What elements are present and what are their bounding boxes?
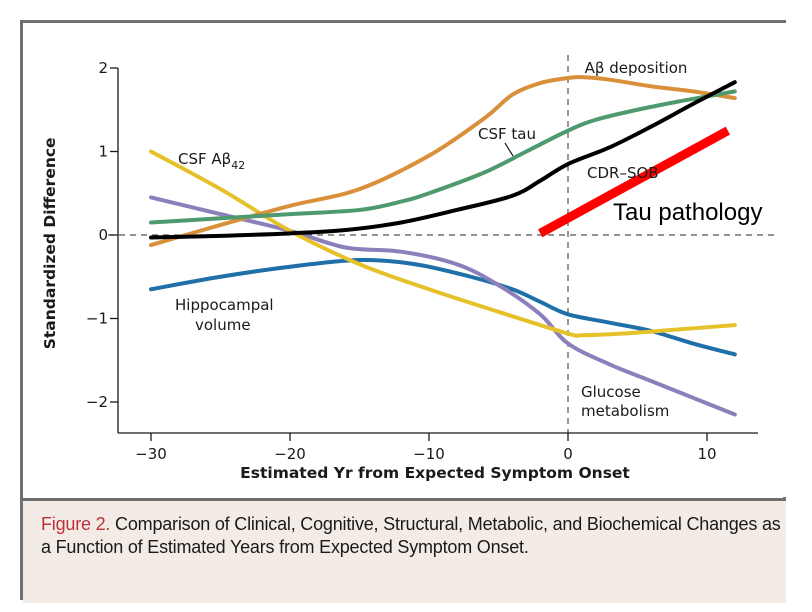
x-tick-label: −10 bbox=[413, 445, 445, 463]
y-tick-label: −2 bbox=[86, 393, 108, 411]
label-glucose: Glucose bbox=[581, 383, 641, 401]
y-tick-label: 2 bbox=[98, 59, 108, 77]
figure-caption: Figure 2. Comparison of Clinical, Cognit… bbox=[23, 498, 786, 603]
series-line-cdr-sob bbox=[149, 80, 737, 240]
series-line-tau-pathology bbox=[538, 126, 731, 238]
label-cdr-sob: CDR–SOB bbox=[587, 164, 659, 182]
x-axis-title: Estimated Yr from Expected Symptom Onset bbox=[240, 464, 630, 482]
series-line-csf-tau bbox=[149, 89, 737, 225]
label-csf-abeta42: CSF Aβ42 bbox=[178, 150, 245, 172]
x-tick-label: 10 bbox=[697, 445, 716, 463]
label-volume: volume bbox=[195, 316, 251, 334]
figure-label: Figure 2. bbox=[41, 514, 111, 534]
label-metabolism: metabolism bbox=[581, 402, 669, 420]
series-labels: Aβ deposition CSF tau CDR–SOB CSF Aβ42 H… bbox=[175, 59, 762, 420]
x-tick-label: 0 bbox=[563, 445, 573, 463]
y-tick-label: −1 bbox=[86, 310, 108, 328]
figure-frame: 2 1 0 −1 −2 −30 −20 −10 0 10 Aβ deposition CSF ta… bbox=[20, 20, 786, 603]
label-abeta-deposition: Aβ deposition bbox=[585, 59, 688, 77]
y-tick-label: 0 bbox=[98, 226, 108, 244]
label-tau-pathology: Tau pathology bbox=[613, 199, 762, 226]
x-tick-label: −30 bbox=[135, 445, 167, 463]
caption-text: Comparison of Clinical, Cognitive, Struc… bbox=[41, 514, 781, 557]
axes: 210−1−2−30 −20 −10 0 10 bbox=[86, 59, 758, 463]
label-csf-abeta42-main: CSF Aβ bbox=[178, 150, 231, 168]
series-group bbox=[149, 75, 737, 417]
series-line-a-deposition bbox=[149, 75, 737, 248]
label-hippocampal: Hippocampal bbox=[175, 296, 274, 314]
csf-tau-leader-line bbox=[504, 142, 514, 157]
y-axis-title: Standardized Difference bbox=[41, 137, 59, 349]
plot-area: 2 1 0 −1 −2 −30 −20 −10 0 10 Aβ deposition CSF ta… bbox=[23, 23, 786, 497]
line-chart: 210−1−2−30 −20 −10 0 10 Aβ deposition CSF ta… bbox=[41, 55, 778, 482]
x-tick-label: −20 bbox=[274, 445, 306, 463]
label-csf-abeta42-subscript: 42 bbox=[231, 159, 245, 172]
label-csf-tau: CSF tau bbox=[478, 125, 536, 143]
y-tick-label: 1 bbox=[98, 143, 108, 161]
